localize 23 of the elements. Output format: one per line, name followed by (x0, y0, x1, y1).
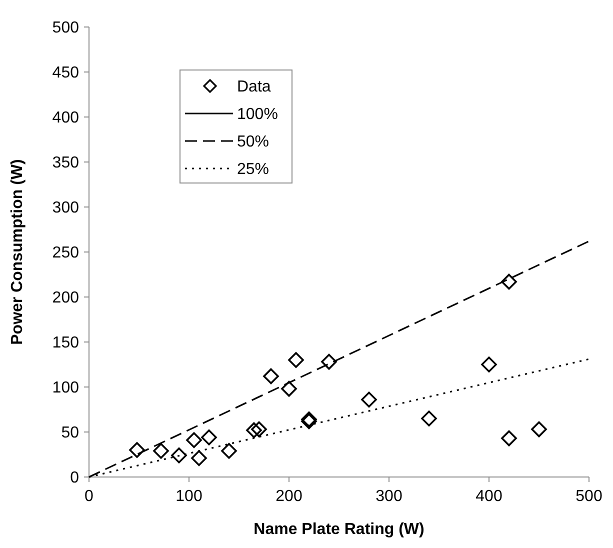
legend-label: Data (237, 78, 271, 96)
y-axis-title: Power Consumption (W) (9, 159, 26, 345)
y-tick-label: 350 (52, 154, 80, 172)
x-tick-label: 500 (576, 488, 602, 505)
y-tick-label: 100 (52, 380, 80, 397)
x-tick-label: 0 (84, 488, 94, 505)
legend-label: 25% (237, 161, 270, 178)
y-tick-label: 300 (52, 200, 80, 217)
y-tick-label: 250 (52, 244, 80, 262)
y-tick-label: 0 (70, 470, 80, 487)
y-tick-label: 50 (61, 424, 80, 442)
y-tick-label: 150 (52, 334, 80, 352)
x-tick-label: 300 (376, 488, 402, 505)
x-tick-label: 200 (276, 488, 302, 505)
x-tick-label: 400 (476, 488, 502, 505)
y-tick-label: 400 (52, 110, 80, 127)
x-axis-title: Name Plate Rating (W) (254, 521, 424, 538)
y-tick-label: 450 (52, 64, 80, 82)
y-tick-label: 200 (52, 290, 80, 307)
legend-label: 50% (237, 134, 270, 151)
y-tick-label: 500 (52, 20, 80, 37)
legend-label: 100% (237, 106, 278, 124)
x-tick-label: 100 (176, 488, 202, 505)
